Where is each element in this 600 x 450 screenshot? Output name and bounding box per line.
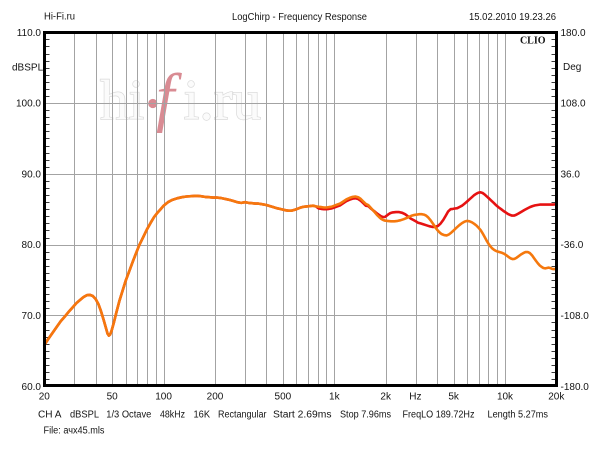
svg-text:110.0: 110.0 (17, 28, 42, 39)
svg-text:50: 50 (107, 391, 119, 402)
svg-text:i.ru: i.ru (184, 69, 262, 132)
svg-text:1k: 1k (329, 391, 341, 402)
svg-text:Hz: Hz (409, 391, 421, 402)
svg-text:Start 2.69ms: Start 2.69ms (273, 409, 332, 420)
svg-text:Deg: Deg (563, 62, 581, 73)
svg-text:-108.0: -108.0 (561, 311, 590, 322)
svg-text:80.0: 80.0 (22, 240, 42, 251)
svg-text:Rectangular: Rectangular (218, 409, 267, 420)
svg-text:-180.0: -180.0 (561, 382, 590, 393)
svg-text:FreqLO 189.72Hz: FreqLO 189.72Hz (403, 409, 475, 420)
svg-text:16K: 16K (194, 409, 211, 420)
svg-text:108.0: 108.0 (561, 99, 586, 110)
svg-text:dBSPL: dBSPL (12, 63, 44, 74)
svg-text:Hi-Fi.ru: Hi-Fi.ru (44, 12, 75, 23)
svg-text:dBSPL: dBSPL (70, 409, 99, 420)
svg-text:20k: 20k (548, 391, 565, 402)
svg-text:48kHz: 48kHz (160, 409, 185, 420)
svg-text:100.0: 100.0 (16, 99, 41, 110)
svg-text:20: 20 (39, 391, 51, 402)
svg-text:5k: 5k (448, 391, 460, 402)
svg-text:Length 5.27ms: Length 5.27ms (488, 409, 549, 420)
svg-text:180.0: 180.0 (561, 28, 586, 39)
svg-text:60.0: 60.0 (22, 382, 42, 393)
svg-text:CH A: CH A (38, 409, 62, 420)
svg-text:10k: 10k (497, 391, 514, 402)
svg-text:1/3 Octave: 1/3 Octave (106, 409, 151, 420)
svg-text:15.02.2010 19.23.26: 15.02.2010 19.23.26 (469, 12, 556, 23)
svg-text:CLIO: CLIO (520, 36, 546, 47)
svg-text:Stop 7.96ms: Stop 7.96ms (340, 409, 391, 420)
svg-text:36.0: 36.0 (561, 170, 581, 181)
svg-text:-36.0: -36.0 (561, 240, 584, 251)
svg-text:200: 200 (207, 391, 224, 402)
svg-text:LogChirp - Frequency Response: LogChirp - Frequency Response (232, 12, 367, 23)
svg-text:2k: 2k (380, 391, 392, 402)
svg-text:100: 100 (155, 391, 172, 402)
svg-text:70.0: 70.0 (22, 311, 42, 322)
svg-text:90.0: 90.0 (22, 170, 42, 181)
svg-text:File: ачх45.mls: File: ачх45.mls (44, 426, 105, 437)
svg-text:500: 500 (275, 391, 292, 402)
